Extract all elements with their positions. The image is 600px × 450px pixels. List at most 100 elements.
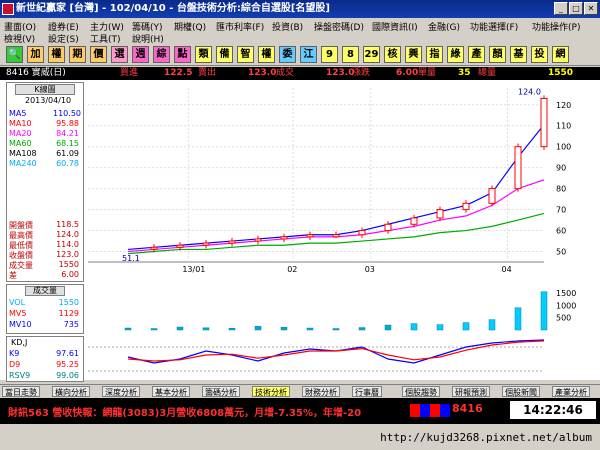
menu-item[interactable]: 功能操作(P): [532, 23, 581, 33]
tab-0[interactable]: 當日走勢: [2, 386, 40, 397]
analysis-tab-bar: 當日走勢 橫向分析 深度分析 基本分析 籌碼分析 技術分析 財務分析 行事曆 個股趨勢 研報預測 個…: [0, 384, 600, 397]
chart-area: [0, 80, 600, 380]
toolbar-button[interactable]: 價: [90, 46, 107, 63]
kd-chart[interactable]: [84, 336, 552, 382]
menu-item[interactable]: 工具(T): [90, 35, 121, 45]
k-line-header[interactable]: K線圖: [15, 84, 75, 95]
toolbar-button[interactable]: 指: [426, 46, 443, 63]
menu-item[interactable]: 設定(S): [48, 35, 79, 45]
menu-item[interactable]: 期權(Q): [174, 23, 207, 33]
toolbar-button[interactable]: 選: [111, 46, 128, 63]
menu-item[interactable]: 檢視(V): [4, 35, 36, 45]
toolbar-button[interactable]: 產: [468, 46, 485, 63]
close-button[interactable]: ✕: [584, 2, 598, 15]
toolbar-button[interactable]: 9: [321, 46, 338, 63]
tab-3[interactable]: 基本分析: [152, 386, 190, 397]
candle-body: [488, 188, 496, 204]
minimize-button[interactable]: _: [554, 2, 568, 15]
news-text[interactable]: 財訊563 營收快報：網龍(3083)3月營收6808萬元，月增-7.35%，年…: [8, 408, 362, 419]
volume-bar: [150, 328, 158, 331]
menu-item[interactable]: 國際資訊(I): [372, 23, 418, 33]
toolbar-button[interactable]: 權: [258, 46, 275, 63]
toolbar-button[interactable]: 類: [195, 46, 212, 63]
stock-code-name: 8416 實威(日): [6, 68, 66, 78]
toolbar-button[interactable]: 投: [531, 46, 548, 63]
candle-body: [280, 236, 288, 240]
menu-item[interactable]: 功能選擇(F): [470, 23, 519, 33]
tab-1[interactable]: 橫向分析: [52, 386, 90, 397]
menu-item[interactable]: 匯市利率(F): [216, 23, 265, 33]
volume-bar: [384, 324, 392, 331]
toolbar-button[interactable]: 備: [216, 46, 233, 63]
toolbar-button[interactable]: 委: [279, 46, 296, 63]
volume-header[interactable]: 成交量: [25, 286, 65, 296]
volume-value: 1550: [58, 298, 79, 307]
menu-item[interactable]: 畫面(O): [4, 23, 37, 33]
toolbar-button[interactable]: 29: [363, 46, 380, 63]
change-label: 漲跌: [352, 68, 371, 78]
tab-11[interactable]: 產業分析: [552, 386, 590, 397]
candle-body: [514, 146, 522, 190]
volume-bar: [488, 319, 496, 331]
kd-header[interactable]: KD,J: [11, 338, 28, 347]
menu-item[interactable]: 說明(H): [132, 35, 164, 45]
tab-9[interactable]: 研報預測: [452, 386, 490, 397]
volume-chart[interactable]: [84, 284, 552, 334]
menu-item[interactable]: 投資(B): [272, 23, 304, 33]
volume-bar: [280, 327, 288, 331]
tab-10[interactable]: 個股新聞: [502, 386, 540, 397]
candlestick-chart[interactable]: 13/01 02 03 04 51.1 124.0: [84, 82, 552, 282]
kd-label: K9: [9, 349, 20, 358]
menu-item[interactable]: 籌碼(Y): [132, 23, 163, 33]
candle-body: [436, 209, 444, 219]
volume-bar: [358, 327, 366, 331]
price-value: 123.0: [56, 250, 79, 259]
toolbar-button[interactable]: 智: [237, 46, 254, 63]
toolbar-button[interactable]: 點: [174, 46, 191, 63]
toolbar-button[interactable]: 週: [132, 46, 149, 63]
search-icon[interactable]: 🔍: [6, 46, 23, 63]
toolbar-button[interactable]: 加: [27, 46, 44, 63]
volume-tick-label: 500: [556, 314, 571, 323]
menu-item[interactable]: 證券(E): [48, 23, 79, 33]
news-ticker-bar: 財訊563 營收快報：網龍(3083)3月營收6808萬元，月增-7.35%，年…: [0, 398, 600, 424]
toolbar-button[interactable]: 網: [552, 46, 569, 63]
toolbar-button[interactable]: 顏: [489, 46, 506, 63]
toolbar-button[interactable]: 期: [69, 46, 86, 63]
change-value: 6.00: [396, 68, 419, 78]
volume-axis: 500 1000 1500: [556, 289, 576, 323]
menu-item[interactable]: 主力(W): [90, 23, 124, 33]
tab-7[interactable]: 行事曆: [352, 386, 382, 397]
toolbar-button[interactable]: 核: [384, 46, 401, 63]
candle-body: [332, 234, 340, 238]
tab-6[interactable]: 財務分析: [302, 386, 340, 397]
toolbar-button[interactable]: 基: [510, 46, 527, 63]
ma-value: 110.50: [53, 109, 81, 118]
app-icon[interactable]: [2, 3, 14, 15]
kd-line-D9: [127, 340, 545, 362]
y-tick-label: 50: [556, 248, 566, 257]
footer-url: http://kujd3268.pixnet.net/album: [380, 431, 592, 444]
toolbar-button[interactable]: 興: [405, 46, 422, 63]
news-stock-code[interactable]: 8416: [452, 402, 483, 415]
tab-8[interactable]: 個股趨勢: [402, 386, 440, 397]
toolbar-button[interactable]: 8: [342, 46, 359, 63]
price-label: 成交量: [9, 261, 33, 270]
tab-2[interactable]: 深度分析: [102, 386, 140, 397]
tab-4[interactable]: 籌碼分析: [202, 386, 240, 397]
toolbar-button[interactable]: 綜: [153, 46, 170, 63]
candle-body: [462, 202, 470, 211]
ma-label: MA5: [9, 109, 27, 118]
menu-item[interactable]: 金融(G): [428, 23, 460, 33]
status-color-bar: [410, 404, 450, 417]
toolbar-button[interactable]: 綠: [447, 46, 464, 63]
tab-5[interactable]: 技術分析: [252, 386, 290, 397]
ma-value: 95.88: [56, 119, 79, 128]
volume-value: 735: [63, 320, 79, 329]
menu-item[interactable]: 操盤密碼(D): [314, 23, 364, 33]
toolbar-button[interactable]: 江: [300, 46, 317, 63]
ma-value: 61.09: [56, 149, 79, 158]
maximize-button[interactable]: □: [569, 2, 583, 15]
toolbar-button[interactable]: 權: [48, 46, 65, 63]
price-value: 1550: [58, 260, 79, 269]
